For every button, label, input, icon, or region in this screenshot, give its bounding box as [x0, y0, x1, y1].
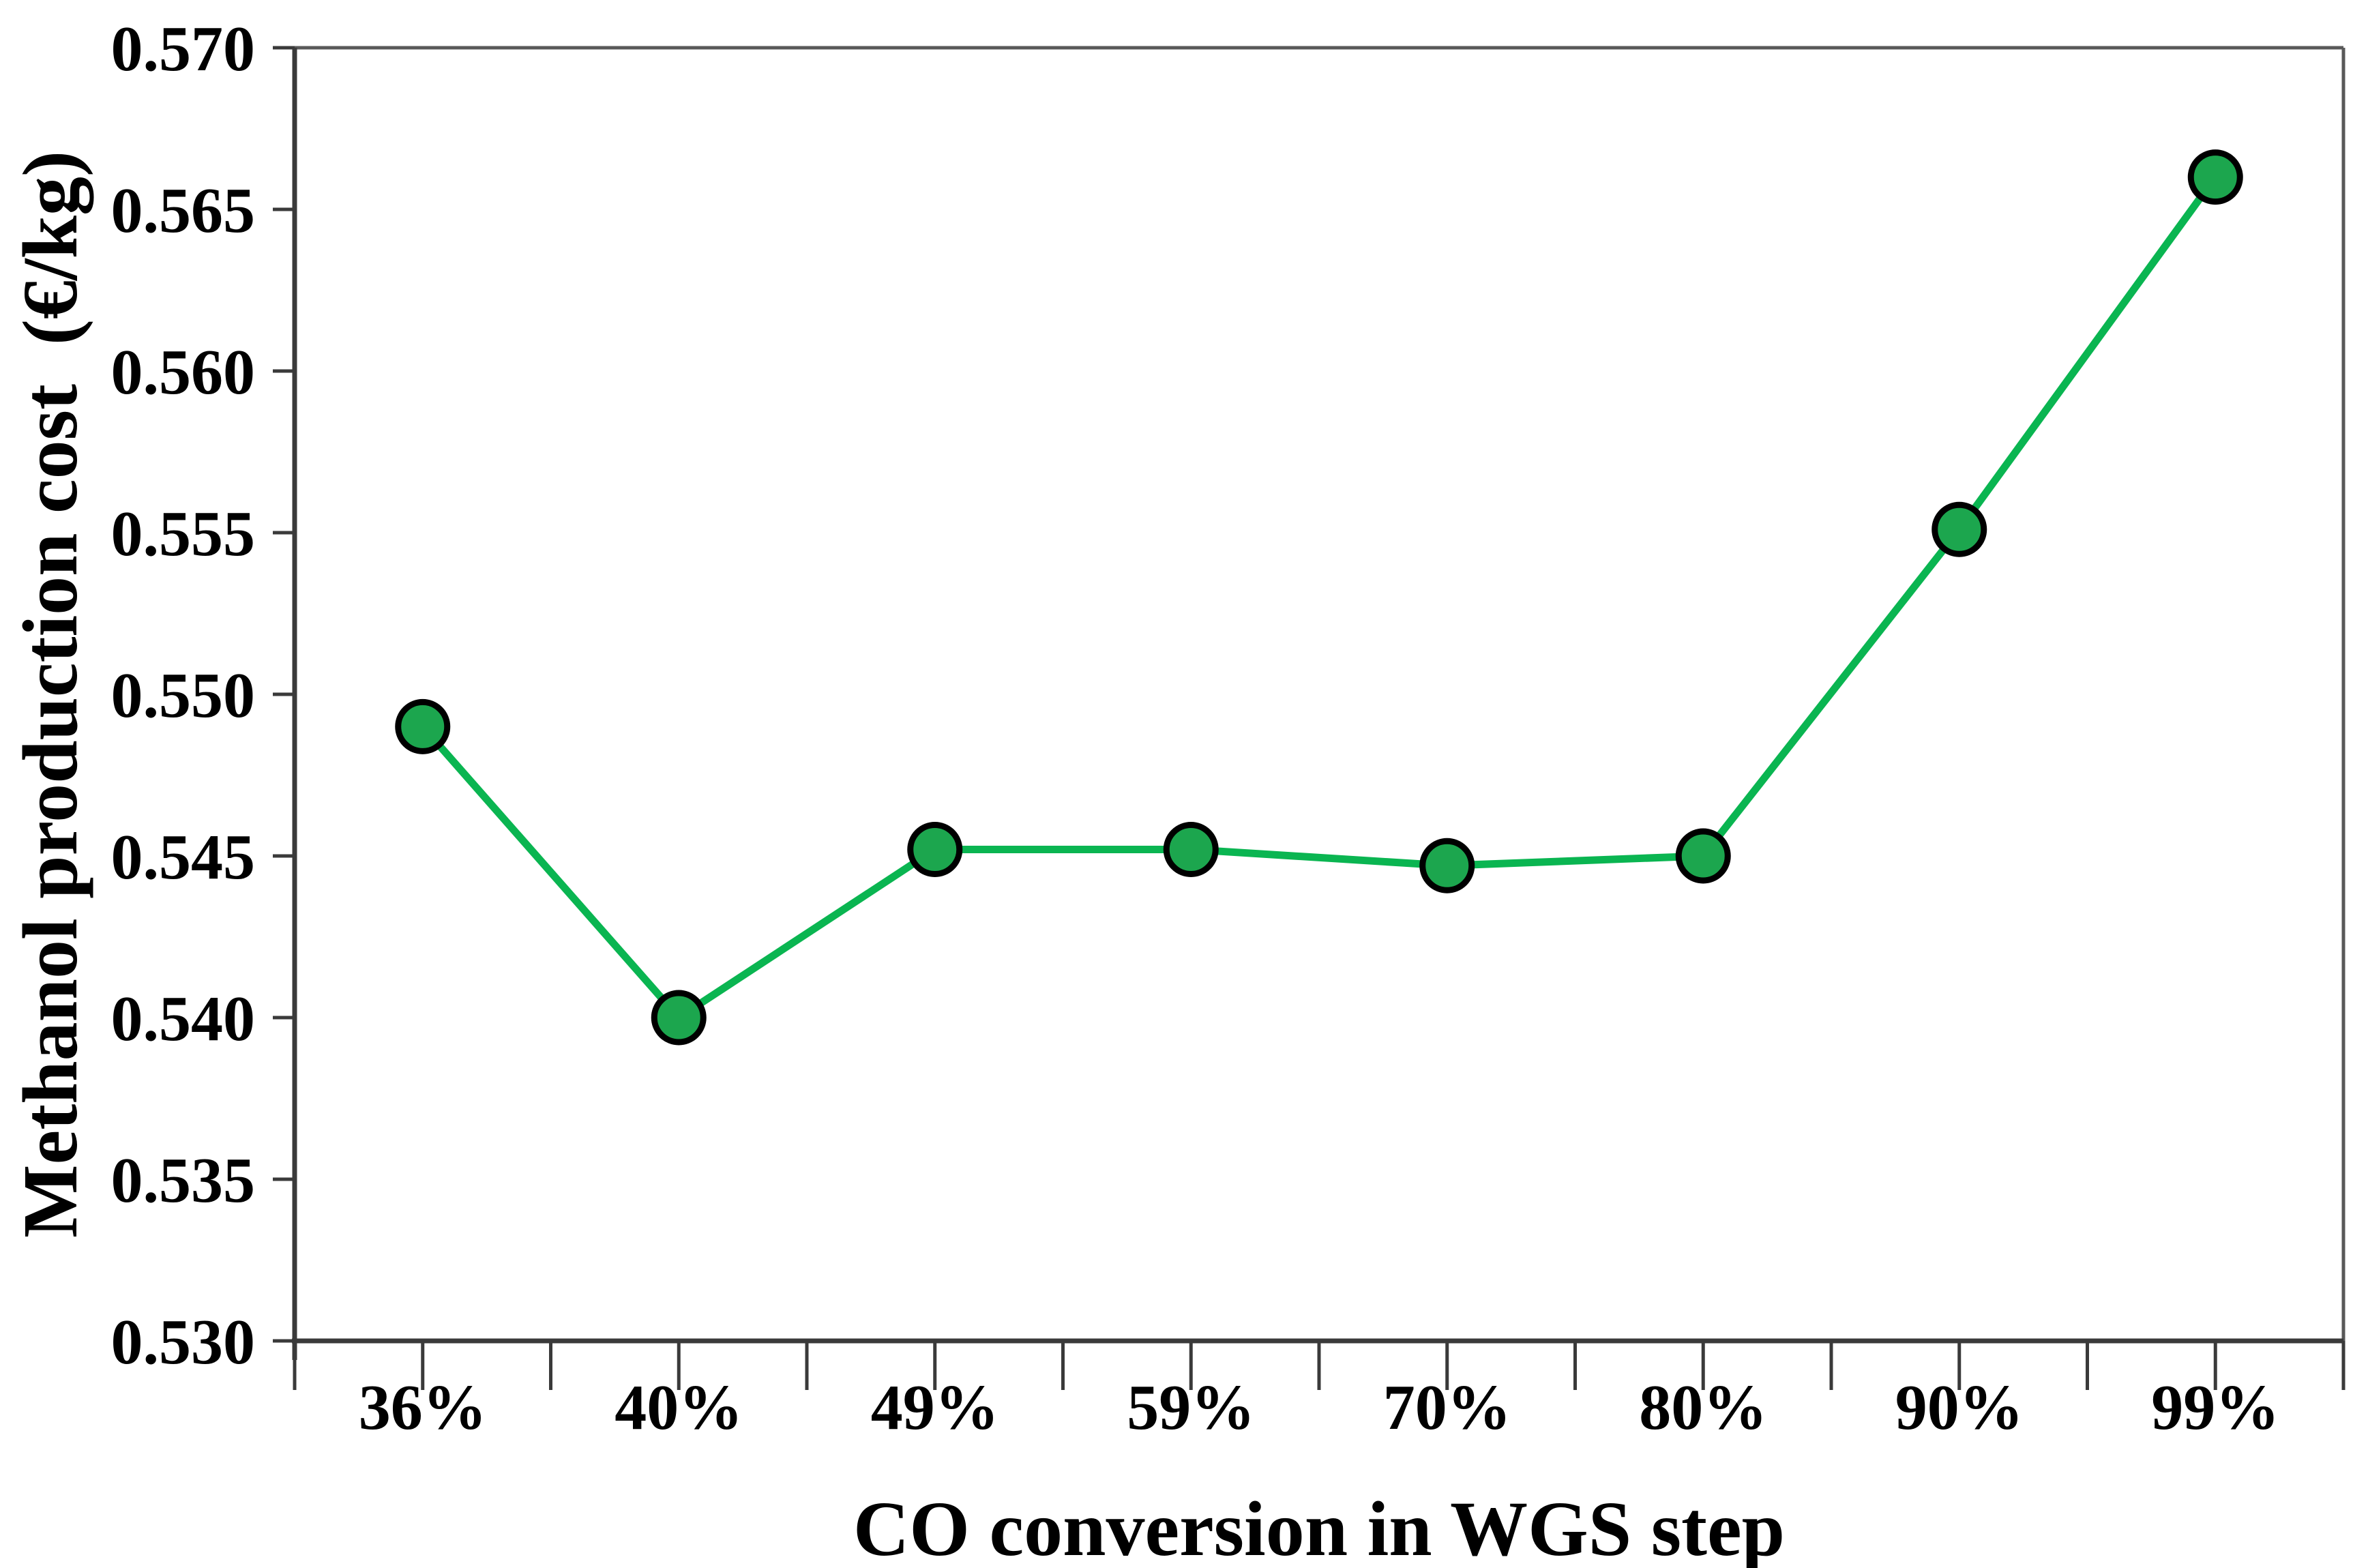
x-tick-label: 36%	[359, 1372, 487, 1443]
y-axis-title: Methanol production cost (€/kg)	[7, 151, 93, 1238]
x-tick-label: 90%	[1895, 1372, 2024, 1443]
x-tick-label: 99%	[2151, 1372, 2279, 1443]
y-tick-label: 0.545	[111, 822, 256, 893]
y-tick-labels: 0.570 0.565 0.560 0.555 0.550 0.545 0.540 0.535…	[111, 14, 256, 1378]
data-point	[2187, 149, 2243, 205]
x-tick-label: 40%	[615, 1372, 743, 1443]
x-axis-title: CO conversion in WGS step	[853, 1485, 1785, 1568]
data-point	[1163, 822, 1219, 878]
data-point	[907, 822, 963, 878]
x-axis-ticks	[293, 1341, 2345, 1390]
data-point	[1675, 828, 1731, 884]
x-tick-label: 49%	[871, 1372, 999, 1443]
x-tick-label: 70%	[1383, 1372, 1511, 1443]
y-tick-label: 0.560	[111, 337, 256, 408]
y-tick-label: 0.550	[111, 660, 256, 731]
data-point	[1932, 501, 1987, 557]
y-tick-label: 0.565	[111, 175, 256, 246]
y-tick-label: 0.570	[111, 14, 256, 85]
data-line	[419, 173, 2219, 1022]
data-point	[395, 698, 451, 754]
plot-area	[295, 48, 2343, 1341]
y-tick-label: 0.555	[111, 499, 256, 569]
y-tick-label: 0.530	[111, 1307, 256, 1378]
y-tick-label: 0.535	[111, 1145, 256, 1216]
y-tick-label: 0.540	[111, 983, 256, 1054]
x-tick-label: 80%	[1639, 1372, 1767, 1443]
data-series	[395, 149, 2243, 1046]
x-tick-label: 59%	[1127, 1372, 1255, 1443]
data-point	[1419, 838, 1475, 893]
data-point	[651, 990, 707, 1046]
y-axis-ticks	[273, 46, 295, 1343]
x-tick-labels: 36% 40% 49% 59% 70% 80% 90% 99%	[359, 1372, 2280, 1443]
